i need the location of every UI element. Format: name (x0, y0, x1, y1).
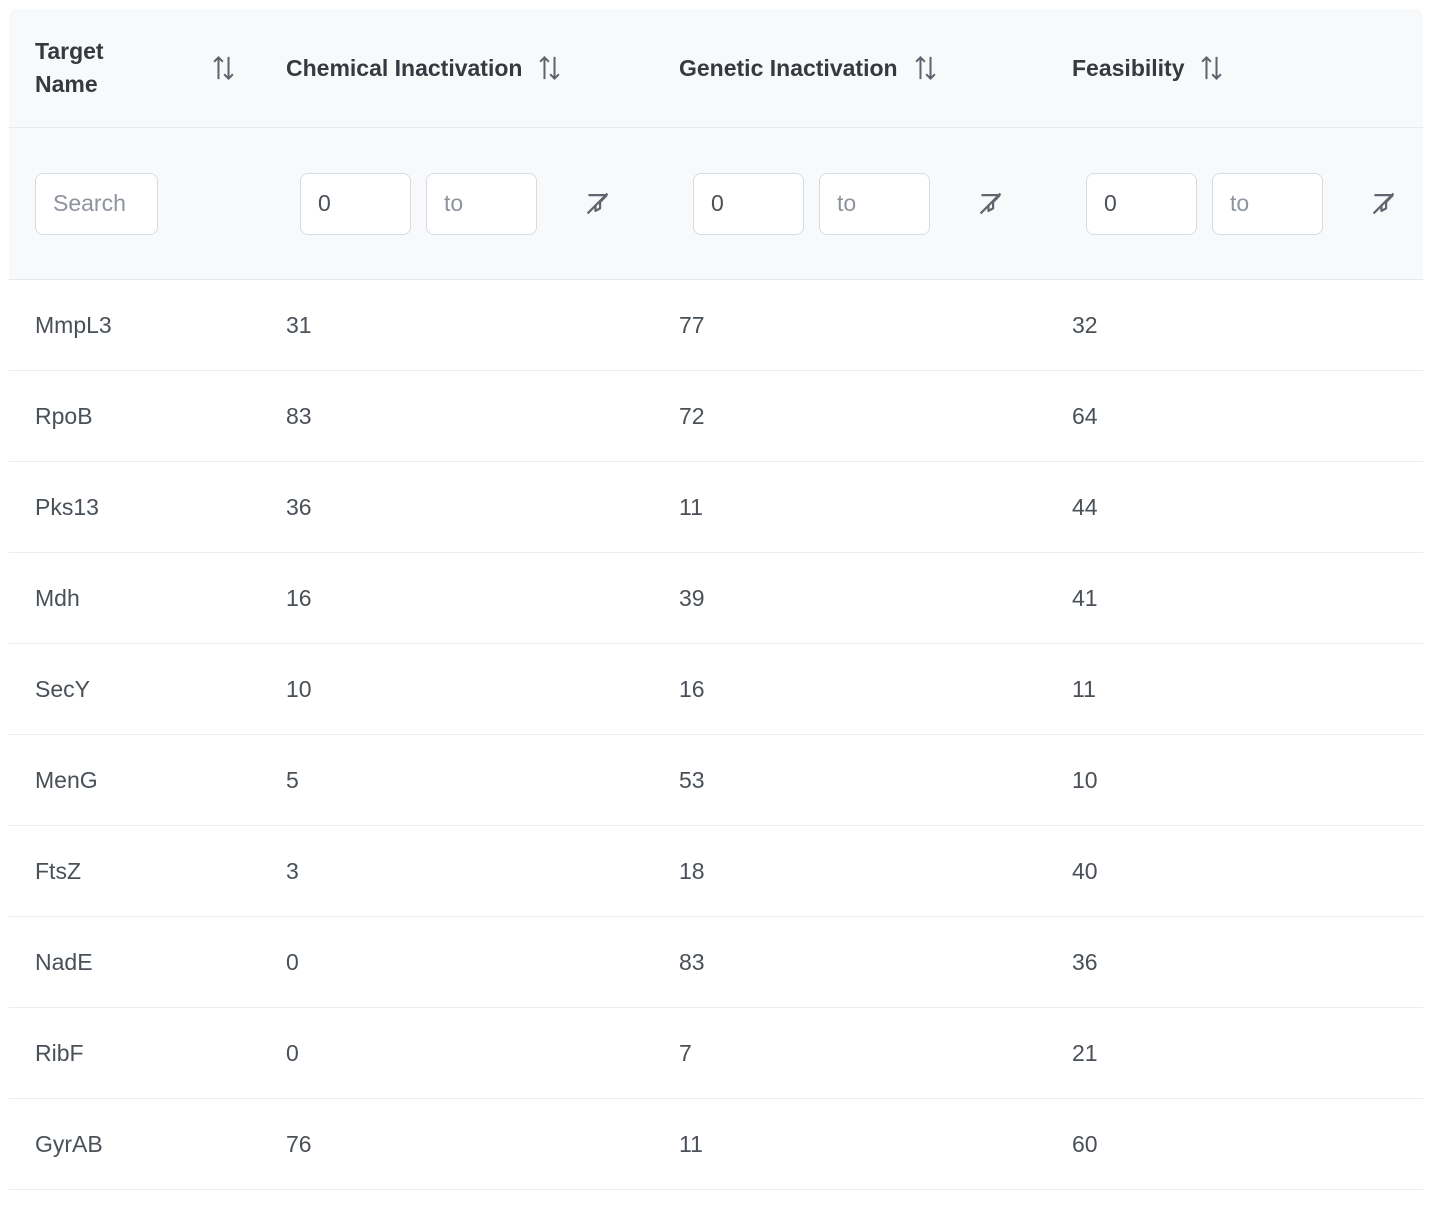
cell-target-name: RibF (35, 1039, 84, 1066)
table-row[interactable]: GyrAB 76 11 60 (9, 1099, 1423, 1190)
cell-genetic-inactivation: 11 (679, 1130, 703, 1157)
sort-arrows-icon[interactable] (911, 51, 940, 85)
cell-target-name: NadE (35, 948, 93, 975)
table-row[interactable]: NadE 0 83 36 (9, 917, 1423, 1008)
column-label: Target Name (35, 38, 104, 97)
table-row[interactable]: SecY 10 16 11 (9, 644, 1423, 735)
column-header-target-name[interactable]: Target Name (9, 9, 260, 127)
table-header: Target Name Chemical Inactivation (9, 9, 1423, 280)
filter-off-icon[interactable] (582, 188, 613, 219)
cell-chemical-inactivation: 0 (286, 948, 299, 975)
cell-chemical-inactivation: 76 (286, 1130, 312, 1157)
cell-chemical-inactivation: 16 (286, 584, 312, 611)
cell-chemical-inactivation: 5 (286, 766, 299, 793)
targets-table: Target Name Chemical Inactivation (9, 9, 1423, 1190)
cell-genetic-inactivation: 11 (679, 493, 703, 520)
cell-target-name: Pks13 (35, 493, 99, 520)
sort-arrows-icon[interactable] (535, 51, 564, 85)
cell-chemical-inactivation: 31 (286, 311, 312, 338)
cell-feasibility: 41 (1072, 584, 1098, 611)
column-header-genetic-inactivation[interactable]: Genetic Inactivation (653, 9, 1046, 127)
filter-cell-chemical-inactivation (260, 128, 653, 279)
cell-feasibility: 10 (1072, 766, 1098, 793)
cell-chemical-inactivation: 3 (286, 857, 299, 884)
cell-chemical-inactivation: 83 (286, 402, 312, 429)
table-row[interactable]: RibF 0 7 21 (9, 1008, 1423, 1099)
cell-target-name: MenG (35, 766, 98, 793)
header-row: Target Name Chemical Inactivation (9, 9, 1423, 127)
cell-feasibility: 60 (1072, 1130, 1098, 1157)
table-row[interactable]: FtsZ 3 18 40 (9, 826, 1423, 917)
cell-feasibility: 11 (1072, 675, 1096, 702)
cell-chemical-inactivation: 0 (286, 1039, 299, 1066)
range-min-input[interactable] (693, 172, 804, 235)
cell-target-name: Mdh (35, 584, 80, 611)
cell-feasibility: 40 (1072, 857, 1098, 884)
range-max-input[interactable] (426, 172, 537, 235)
table-row[interactable]: Pks13 36 11 44 (9, 462, 1423, 553)
sort-arrows-icon[interactable] (209, 51, 238, 85)
range-max-input[interactable] (1212, 172, 1323, 235)
filter-off-icon[interactable] (1368, 188, 1399, 219)
search-input[interactable] (35, 172, 158, 235)
filter-cell-feasibility (1046, 128, 1423, 279)
column-header-feasibility[interactable]: Feasibility (1046, 9, 1423, 127)
range-min-input[interactable] (300, 172, 411, 235)
table-row[interactable]: MmpL3 31 77 32 (9, 280, 1423, 371)
column-label: Chemical Inactivation (286, 54, 523, 81)
cell-feasibility: 44 (1072, 493, 1098, 520)
range-max-input[interactable] (819, 172, 930, 235)
cell-target-name: SecY (35, 675, 90, 702)
table-row[interactable]: MenG 5 53 10 (9, 735, 1423, 826)
column-header-chemical-inactivation[interactable]: Chemical Inactivation (260, 9, 653, 127)
cell-target-name: RpoB (35, 402, 93, 429)
filter-off-icon[interactable] (975, 188, 1006, 219)
table-row[interactable]: Mdh 16 39 41 (9, 553, 1423, 644)
column-label: Genetic Inactivation (679, 54, 898, 81)
cell-target-name: MmpL3 (35, 311, 112, 338)
cell-genetic-inactivation: 39 (679, 584, 705, 611)
sort-arrows-icon[interactable] (1197, 51, 1226, 85)
filter-row (9, 127, 1423, 280)
column-label: Feasibility (1072, 54, 1185, 81)
cell-feasibility: 32 (1072, 311, 1098, 338)
filter-cell-genetic-inactivation (653, 128, 1046, 279)
table-body: MmpL3 31 77 32 RpoB 83 72 64 Pks13 36 11… (9, 280, 1423, 1190)
cell-target-name: FtsZ (35, 857, 81, 884)
cell-genetic-inactivation: 72 (679, 402, 705, 429)
cell-feasibility: 36 (1072, 948, 1098, 975)
cell-feasibility: 64 (1072, 402, 1098, 429)
filter-cell-target-name (9, 128, 260, 279)
cell-genetic-inactivation: 83 (679, 948, 705, 975)
cell-chemical-inactivation: 10 (286, 675, 312, 702)
cell-genetic-inactivation: 7 (679, 1039, 692, 1066)
table-row[interactable]: RpoB 83 72 64 (9, 371, 1423, 462)
cell-genetic-inactivation: 18 (679, 857, 705, 884)
cell-feasibility: 21 (1072, 1039, 1098, 1066)
range-min-input[interactable] (1086, 172, 1197, 235)
cell-target-name: GyrAB (35, 1130, 103, 1157)
cell-chemical-inactivation: 36 (286, 493, 312, 520)
cell-genetic-inactivation: 77 (679, 311, 705, 338)
cell-genetic-inactivation: 16 (679, 675, 705, 702)
cell-genetic-inactivation: 53 (679, 766, 705, 793)
